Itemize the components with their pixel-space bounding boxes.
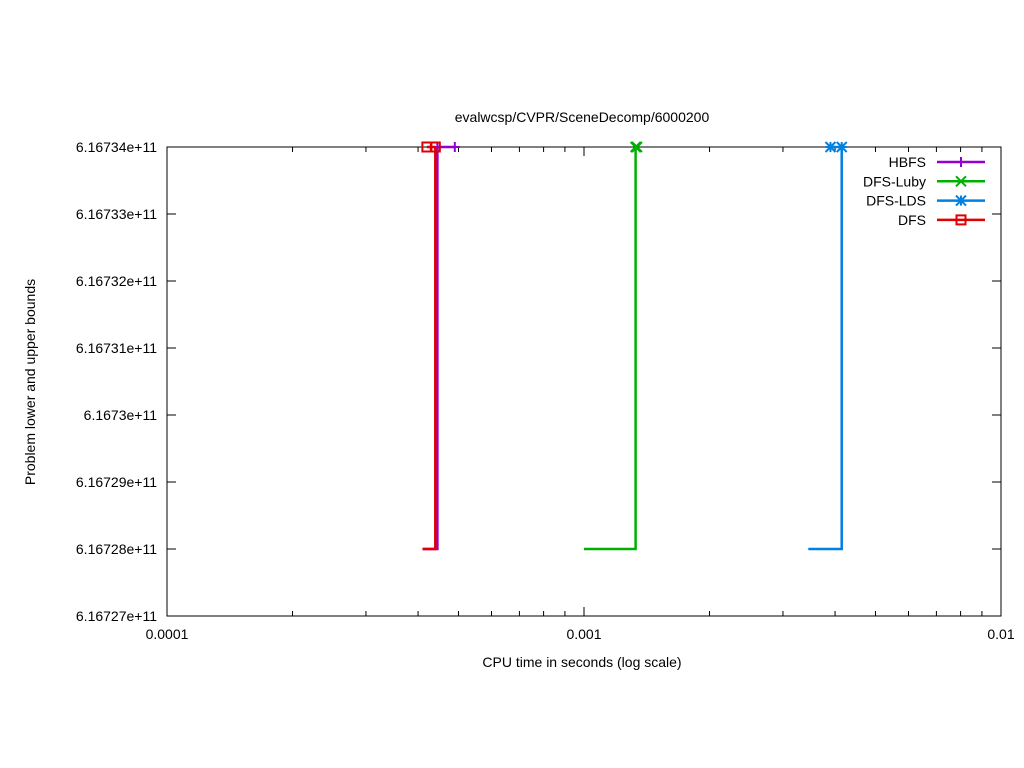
data-point [824, 141, 837, 153]
legend-marker [955, 214, 967, 226]
x-axis-title: CPU time in seconds (log scale) [482, 654, 681, 670]
legend-item-dfs-lds: DFS-LDS [866, 193, 985, 209]
series-layer [421, 141, 848, 551]
plot-area [166, 146, 1002, 617]
legend-label: HBFS [889, 154, 926, 170]
legend: HBFS DFS-Luby DFS-LDS DFS [863, 154, 985, 228]
legend-marker [955, 175, 967, 188]
y-tick-label: 6.1673e+11 [84, 407, 158, 423]
legend-label: DFS-Luby [863, 173, 926, 189]
x-tick-label: 0.0001 [146, 626, 189, 642]
chart-title: evalwcsp/CVPR/SceneDecomp/6000200 [455, 109, 710, 125]
y-tick-label: 6.16731e+11 [76, 340, 157, 356]
y-tick-label: 6.16733e+11 [76, 206, 157, 222]
x-tick-label: 0.01 [987, 626, 1014, 642]
legend-label: DFS-LDS [866, 193, 926, 209]
legend-marker [955, 194, 967, 207]
series-dfs-lds [808, 141, 848, 551]
series-line-lower [584, 147, 637, 551]
data-point [429, 141, 441, 153]
y-axis-title: Problem lower and upper bounds [22, 279, 38, 485]
series-hbfs [422, 142, 460, 551]
series-dfs-luby [584, 141, 643, 551]
legend-marker [956, 157, 966, 167]
y-tick-label: 6.16728e+11 [76, 541, 157, 557]
y-tick-label: 6.16734e+11 [76, 139, 157, 155]
series-line-lower [422, 147, 437, 551]
legend-item-dfs-luby: DFS-Luby [863, 173, 985, 189]
data-point [836, 141, 848, 153]
data-point [631, 141, 643, 153]
series-line-lower [808, 147, 843, 551]
y-tick-label: 6.16729e+11 [76, 474, 157, 490]
x-tick-label: 0.001 [566, 626, 601, 642]
legend-label: DFS [898, 212, 926, 228]
y-tick-label: 6.16732e+11 [76, 273, 157, 289]
legend-item-dfs: DFS [898, 212, 985, 228]
legend-item-hbfs: HBFS [889, 154, 985, 170]
series-dfs [421, 141, 441, 551]
y-tick-label: 6.16727e+11 [76, 608, 157, 624]
data-point [449, 142, 460, 152]
ticks: 6.16727e+11 6.16728e+11 6.16729e+11 6.1673e… [76, 139, 1015, 642]
